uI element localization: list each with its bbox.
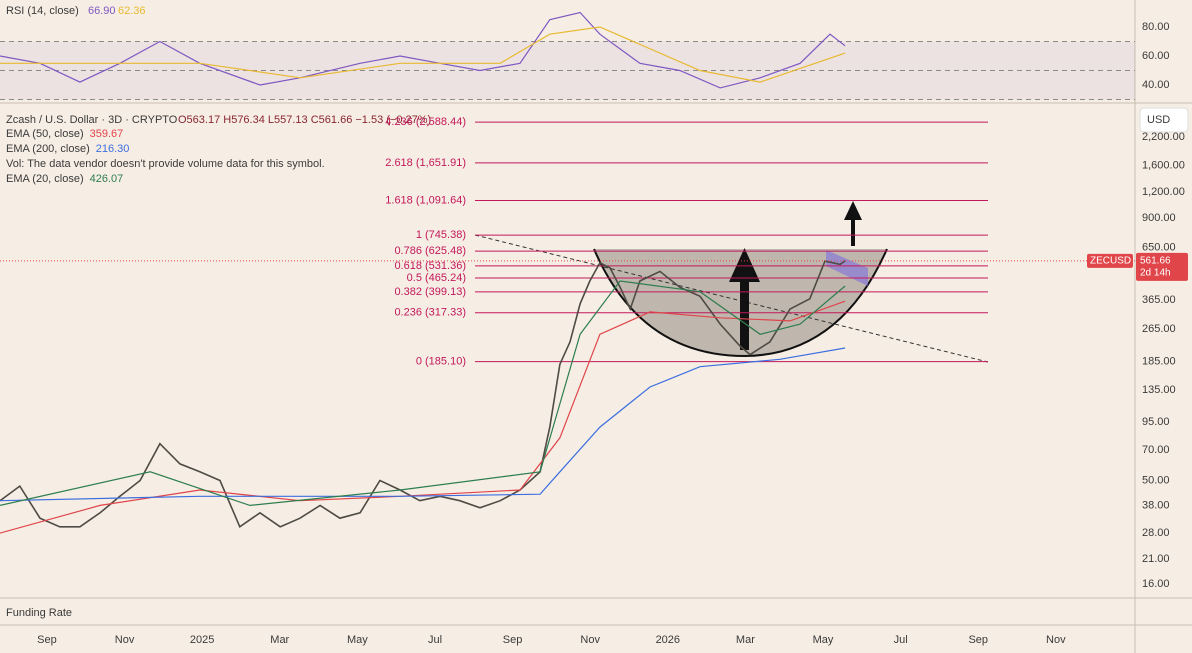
y-tick-label: 2,200.00 xyxy=(1142,131,1185,143)
funding-rate-label: Funding Rate xyxy=(6,607,72,619)
legend-name: EMA (200, close) xyxy=(6,143,90,155)
series-line xyxy=(0,347,846,502)
x-tick-label: May xyxy=(813,634,834,646)
legend-name: EMA (50, close) xyxy=(6,128,84,140)
rsi-value: 66.90 xyxy=(88,5,116,17)
legend-value: 216.30 xyxy=(96,143,130,155)
series-line xyxy=(0,26,846,83)
x-tick-label: Nov xyxy=(580,634,600,646)
currency-button[interactable] xyxy=(1139,107,1189,133)
y-tick-label: 16.00 xyxy=(1142,578,1170,590)
price-tag xyxy=(1136,252,1188,281)
volume-note: Vol: The data vendor doesn't provide vol… xyxy=(6,158,325,170)
x-tick-label: Mar xyxy=(270,634,289,646)
symbol-title: Zcash / U.S. Dollar · 3D · CRYPTO xyxy=(6,114,178,126)
fib-label: 1.618 (1,091.64) xyxy=(385,194,466,206)
y-tick-label: 185.00 xyxy=(1142,356,1176,368)
rsi-title: RSI (14, close) xyxy=(6,5,79,17)
x-tick-label: 2026 xyxy=(656,634,680,646)
fib-label: 0.786 (625.48) xyxy=(394,245,466,257)
price-tag-value: 561.66 xyxy=(1140,255,1171,266)
y-tick-label: 1,200.00 xyxy=(1142,186,1185,198)
series-line xyxy=(0,280,846,507)
y-tick-label: 60.00 xyxy=(1142,50,1170,62)
x-tick-label: Jul xyxy=(894,634,908,646)
series-line xyxy=(0,260,846,529)
y-tick-label: 650.00 xyxy=(1142,242,1176,254)
y-tick-label: 28.00 xyxy=(1142,527,1170,539)
x-tick-label: May xyxy=(347,634,368,646)
fib-label: 2.618 (1,651.91) xyxy=(385,157,466,169)
x-tick-label: Jul xyxy=(428,634,442,646)
fib-label: 4.236 (2,588.44) xyxy=(385,116,466,128)
rsi-ma-value: 62.36 xyxy=(118,5,146,17)
fib-label: 0.382 (399.13) xyxy=(394,286,466,298)
legend-value: 359.67 xyxy=(90,128,124,140)
currency[interactable]: USD xyxy=(1147,114,1170,126)
y-tick-label: 95.00 xyxy=(1142,416,1170,428)
symbol-tag xyxy=(1087,253,1133,268)
ohlc: O563.17 H576.34 L557.13 C561.66 −1.53 (−… xyxy=(178,114,431,126)
y-tick-label: 50.00 xyxy=(1142,474,1170,486)
fib-label: 0.5 (465.24) xyxy=(407,272,466,284)
series-line xyxy=(0,300,846,534)
x-tick-label: Nov xyxy=(1046,634,1066,646)
y-tick-label: 900.00 xyxy=(1142,212,1176,224)
fib-label: 0 (185.10) xyxy=(416,356,466,368)
fib-label: 0.618 (531.36) xyxy=(394,260,466,272)
y-tick-label: 80.00 xyxy=(1142,21,1170,33)
fib-label: 1 (745.38) xyxy=(416,229,466,241)
x-tick-label: Sep xyxy=(968,634,988,646)
x-tick-label: Mar xyxy=(736,634,755,646)
x-tick-label: Nov xyxy=(115,634,135,646)
ui: RSI (14, close) 66.90 62.36 Zcash / U.S.… xyxy=(6,5,1189,619)
y-tick-label: 365.00 xyxy=(1142,294,1176,306)
y-tick-label: 265.00 xyxy=(1142,323,1176,335)
y-tick-label: 38.00 xyxy=(1142,499,1170,511)
fib-label: 0.236 (317.33) xyxy=(394,307,466,319)
symbol-tag-text: ZECUSD xyxy=(1090,255,1131,266)
flag xyxy=(826,250,868,286)
y-tick-label: 40.00 xyxy=(1142,79,1170,91)
price-tag-countdown: 2d 14h xyxy=(1140,267,1171,278)
x-tick-label: Sep xyxy=(503,634,523,646)
arrow-up xyxy=(844,201,862,246)
x-tick-label: 2025 xyxy=(190,634,214,646)
series-line xyxy=(0,11,846,89)
y-tick-label: 21.00 xyxy=(1142,553,1170,565)
y-tick-label: 1,600.00 xyxy=(1142,160,1185,172)
arrow-up xyxy=(729,248,760,350)
y-tick-label: 135.00 xyxy=(1142,384,1176,396)
legend-name: EMA (20, close) xyxy=(6,173,84,185)
background xyxy=(0,0,1135,653)
y-tick-label: 70.00 xyxy=(1142,444,1170,456)
x-tick-label: Sep xyxy=(37,634,57,646)
legend-value: 426.07 xyxy=(90,173,124,185)
